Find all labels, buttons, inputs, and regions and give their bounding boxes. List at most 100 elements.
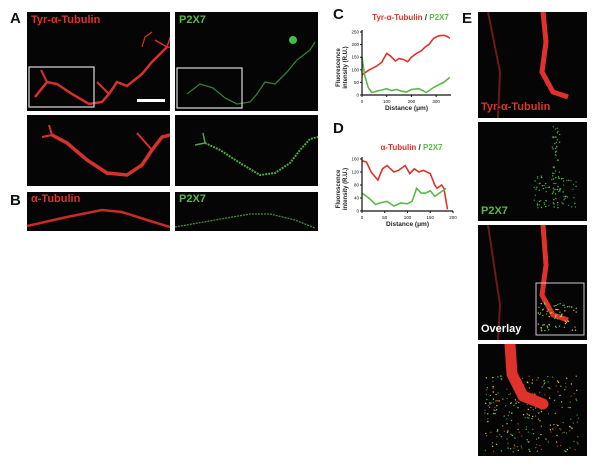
- speckle: [558, 171, 561, 173]
- speckle: [552, 136, 554, 139]
- speckle: [515, 402, 517, 404]
- speckle: [557, 176, 560, 178]
- speckle: [518, 401, 520, 404]
- speckle: [547, 381, 549, 383]
- speckle: [575, 185, 577, 188]
- speckle: [493, 409, 495, 411]
- speckle: [512, 447, 515, 449]
- speckle: [554, 188, 556, 190]
- speckle: [570, 179, 572, 182]
- speckle: [552, 135, 554, 138]
- micrograph-b-p2x7: P2X7: [175, 192, 318, 231]
- speckle: [533, 199, 536, 201]
- speckle: [569, 425, 571, 428]
- speckle: [550, 431, 552, 433]
- speckle: [563, 198, 565, 201]
- speckle: [554, 316, 557, 318]
- speckle: [552, 191, 554, 193]
- speckle: [555, 197, 557, 200]
- speckle: [507, 447, 509, 449]
- speckle: [532, 432, 535, 435]
- speckle: [553, 172, 555, 175]
- speckle: [537, 418, 540, 420]
- series-line-p2x7: [361, 57, 451, 94]
- speckle: [540, 433, 542, 436]
- speckle: [553, 189, 555, 191]
- speckle: [539, 313, 541, 316]
- label-e-overlay: Overlay: [481, 323, 522, 335]
- speckle: [512, 451, 514, 453]
- speckle: [549, 397, 551, 400]
- speckle: [555, 136, 557, 138]
- speckle: [556, 201, 559, 204]
- speckle: [525, 428, 527, 430]
- speckle: [500, 378, 502, 380]
- speckle: [551, 172, 554, 174]
- speckle: [548, 186, 551, 188]
- speckle: [570, 383, 573, 385]
- micrograph-e-tyr-tubulin: Tyr-α-Tubulin: [478, 12, 587, 118]
- speckle: [485, 393, 487, 396]
- speckle: [513, 404, 515, 407]
- speckle: [517, 449, 519, 451]
- speckle: [540, 410, 543, 413]
- speckle: [549, 388, 551, 390]
- speckle: [504, 405, 507, 407]
- speckle: [540, 328, 542, 330]
- speckle: [552, 178, 555, 180]
- speckle: [564, 320, 566, 322]
- speckle: [555, 441, 558, 443]
- speckle: [537, 437, 540, 439]
- speckle: [556, 313, 558, 316]
- speckle: [551, 312, 553, 314]
- speckle: [562, 184, 565, 186]
- speckle: [554, 317, 556, 320]
- speckle: [571, 206, 573, 208]
- y-tick-label: 160: [351, 157, 359, 162]
- speckle: [503, 415, 505, 417]
- speckle: [545, 199, 547, 202]
- speckle: [562, 191, 564, 193]
- speckle: [551, 178, 553, 181]
- speckle: [550, 312, 552, 314]
- speckle: [548, 315, 550, 318]
- speckle: [517, 428, 519, 431]
- speckle: [528, 414, 530, 416]
- series-line--tubulin: [361, 159, 449, 210]
- speckle: [577, 417, 580, 419]
- speckle: [538, 306, 540, 309]
- speckle: [510, 402, 513, 404]
- speckle: [540, 200, 542, 202]
- speckle: [554, 151, 557, 153]
- speckle: [485, 432, 487, 435]
- micrograph-b-tubulin: α-Tubulin: [27, 192, 170, 231]
- speckle: [560, 429, 562, 431]
- speckle: [562, 432, 564, 434]
- speckle: [553, 166, 555, 168]
- speckle: [486, 398, 488, 401]
- speckle: [549, 429, 552, 431]
- speckle: [556, 308, 558, 311]
- speckle: [569, 406, 571, 409]
- speckle: [540, 326, 542, 329]
- y-axis-label-line: Fluorescence: [336, 47, 342, 86]
- speckle: [534, 194, 536, 196]
- y-tick-label: 250: [351, 30, 359, 35]
- label-e-tyr-tubulin: Tyr-α-Tubulin: [481, 101, 551, 113]
- speckle: [540, 176, 543, 178]
- speckle: [575, 399, 578, 402]
- speckle: [553, 399, 556, 402]
- speckle: [557, 185, 559, 188]
- speckle: [492, 380, 494, 382]
- speckle: [489, 403, 491, 405]
- speckle: [560, 385, 562, 388]
- speckle: [554, 170, 557, 172]
- speckle: [526, 403, 528, 406]
- x-tick-label: 0: [361, 215, 364, 220]
- speckle: [543, 184, 545, 187]
- speckle: [540, 302, 542, 305]
- speckle: [573, 392, 576, 395]
- speckle: [494, 406, 496, 409]
- speckle: [547, 375, 549, 378]
- growth-cone-overlay-image: [487, 225, 585, 340]
